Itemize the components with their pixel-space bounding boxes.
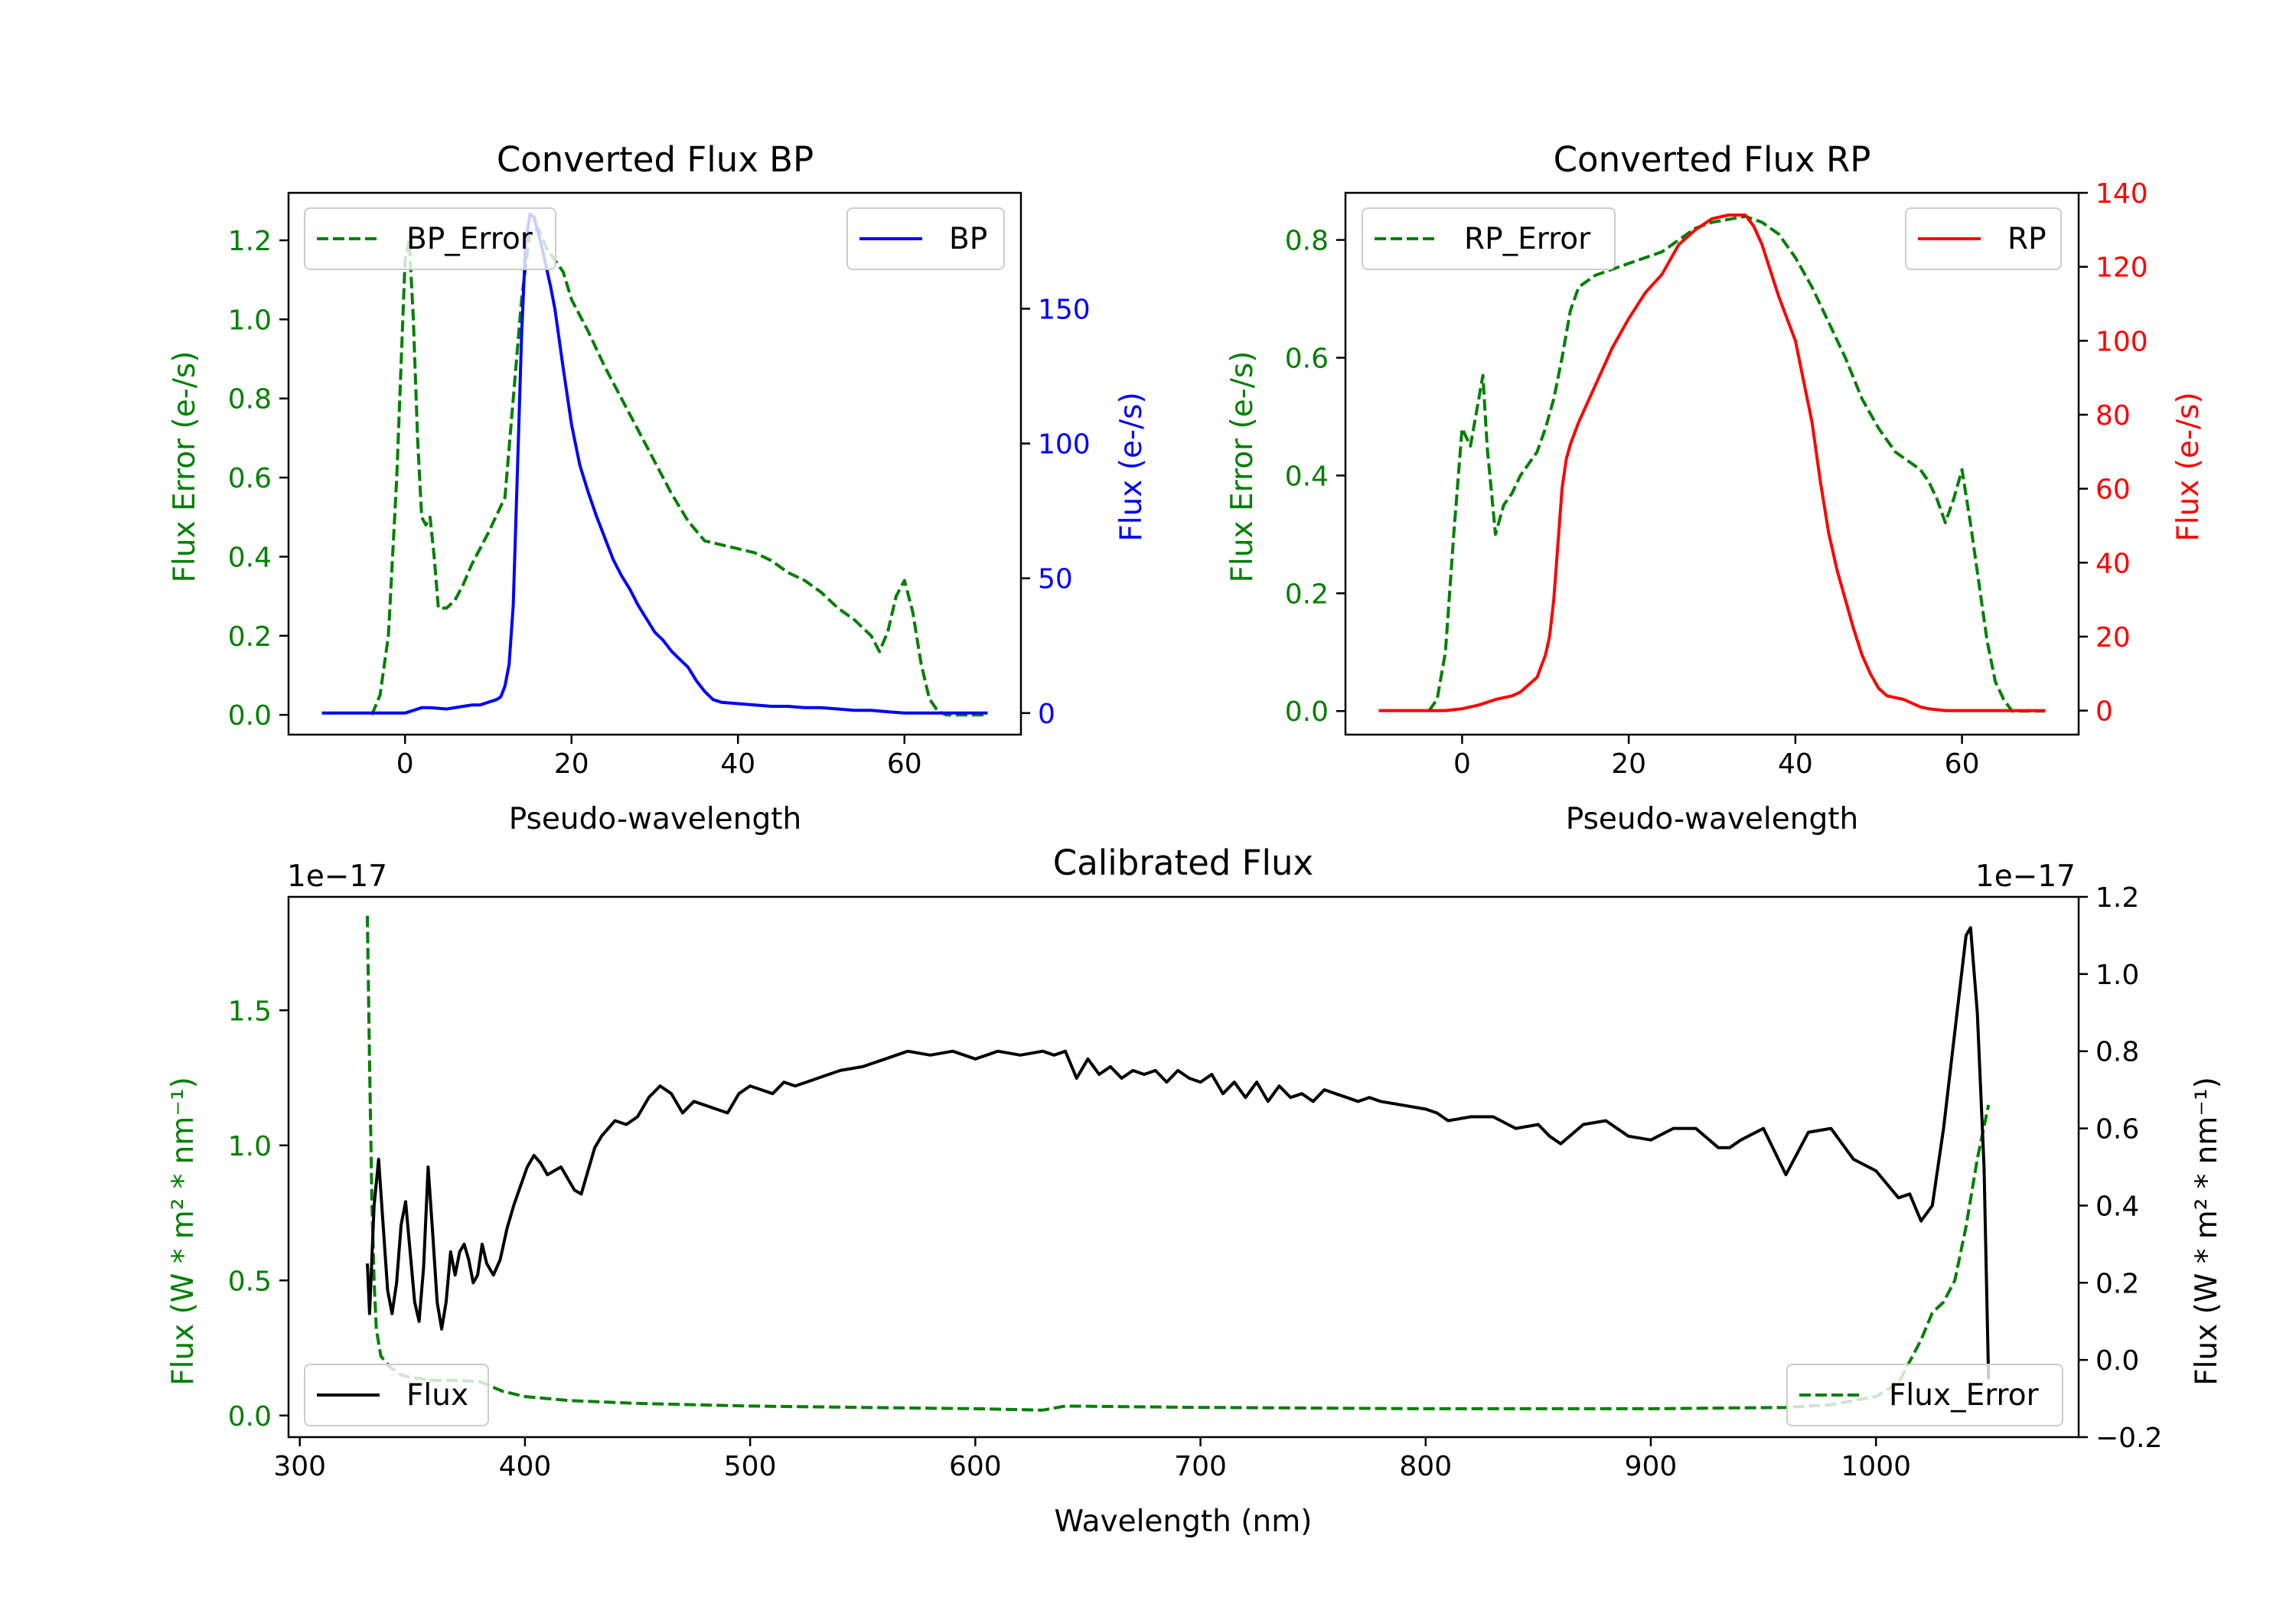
y-right-tick-label: 0.4 xyxy=(2095,1191,2139,1222)
x-tick-label: 40 xyxy=(720,748,755,780)
legend-bp-error: BP_Error xyxy=(304,207,556,270)
y-right-tick-label: 120 xyxy=(2095,253,2148,284)
chart-rp: Converted Flux RP Pseudo-wavelength Flux… xyxy=(1225,139,2206,836)
y-right-tick-label: 80 xyxy=(2095,400,2131,432)
x-tick-label: 20 xyxy=(554,748,589,780)
y-right-tick-label: 0 xyxy=(2095,696,2113,728)
series-line-bp xyxy=(321,213,988,715)
legend-box xyxy=(304,1364,489,1426)
chart-calibrated: Calibrated Flux Wavelength (nm) Flux (W … xyxy=(166,843,2224,1539)
legend-label: BP_Error xyxy=(406,222,533,256)
y-left-tick-label: 0.5 xyxy=(228,1266,272,1297)
legend-box xyxy=(304,207,556,270)
legend-box xyxy=(846,207,1005,270)
y-right-tick-label: 0.0 xyxy=(2095,1345,2139,1377)
y-left-tick-label: 1.0 xyxy=(228,305,272,336)
y-right-tick-label: 1.0 xyxy=(2095,960,2139,991)
x-tick-label: 0 xyxy=(396,748,414,780)
y-left-tick-label: 1.2 xyxy=(228,226,272,257)
chart-bp: Converted Flux BP Pseudo-wavelength Flux… xyxy=(168,139,1149,836)
x-tick-label: 500 xyxy=(724,1451,777,1482)
x-tick-label: 800 xyxy=(1399,1451,1452,1482)
chart-calibrated-title: Calibrated Flux xyxy=(1053,843,1313,883)
legend-rp-error: RP_Error xyxy=(1362,207,1616,270)
y-right-tick-label: 40 xyxy=(2095,548,2131,579)
chart-calibrated-ylabel-right: Flux (W * m² * nm⁻¹) xyxy=(2190,1077,2224,1386)
legend-rp: RP xyxy=(1905,207,2062,270)
axes-frame xyxy=(287,191,1022,736)
x-tick-label: 20 xyxy=(1611,748,1646,780)
chart-rp-title: Converted Flux RP xyxy=(1554,139,1871,180)
chart-bp-title: Converted Flux BP xyxy=(497,139,814,180)
axes-frame xyxy=(287,895,2080,1439)
x-tick-label: 300 xyxy=(273,1451,326,1482)
chart-rp-xlabel: Pseudo-wavelength xyxy=(1566,802,1858,836)
series-line-bp-error xyxy=(370,227,988,717)
y-left-tick-label: 0.2 xyxy=(228,621,272,653)
y-right-tick-label: 60 xyxy=(2095,474,2131,506)
y-left-tick-label: 0.4 xyxy=(228,542,272,573)
y-right-tick-label: 100 xyxy=(1038,429,1091,461)
y-right-tick-label: 0.2 xyxy=(2095,1268,2139,1299)
legend-box xyxy=(1362,207,1616,270)
chart-rp-ylabel-left: Flux Error (e-/s) xyxy=(1225,351,1260,583)
y-right-tick-label: 20 xyxy=(2095,622,2131,654)
x-tick-label: 40 xyxy=(1778,748,1813,780)
y-right-tick-label: 50 xyxy=(1038,564,1073,595)
legend-flux: Flux xyxy=(304,1364,489,1426)
x-tick-label: 60 xyxy=(887,748,922,780)
y-right-tick-label: 0.8 xyxy=(2095,1037,2139,1068)
x-tick-label: 400 xyxy=(499,1451,552,1482)
y-left-tick-label: 0.0 xyxy=(1285,696,1329,728)
legend-label: BP xyxy=(949,222,987,256)
x-tick-label: 0 xyxy=(1453,748,1471,780)
y-left-tick-label: 0.8 xyxy=(228,384,272,416)
chart-bp-xlabel: Pseudo-wavelength xyxy=(509,802,801,836)
chart-bp-ylabel-right: Flux (e-/s) xyxy=(1114,392,1149,541)
y-right-tick-label: −0.2 xyxy=(2095,1423,2162,1454)
chart-calibrated-xlabel: Wavelength (nm) xyxy=(1055,1504,1313,1539)
x-tick-label: 900 xyxy=(1625,1451,1678,1482)
x-tick-label: 600 xyxy=(949,1451,1002,1482)
y-left-tick-label: 0.6 xyxy=(1285,343,1329,374)
legend-label: Flux xyxy=(406,1378,468,1413)
y-right-tick-label: 150 xyxy=(1038,294,1091,325)
y-left-tick-label: 0.6 xyxy=(228,463,272,494)
legend-label: Flux_Error xyxy=(1889,1378,2040,1413)
chart-rp-ylabel-right: Flux (e-/s) xyxy=(2171,392,2206,541)
y-left-tick-label: 0.4 xyxy=(1285,461,1329,492)
series-line-flux xyxy=(366,926,1991,1380)
y-left-tick-label: 1.5 xyxy=(228,996,272,1027)
chart-bp-ylabel-left: Flux Error (e-/s) xyxy=(168,351,202,583)
y-right-tick-label: 0.6 xyxy=(2095,1114,2139,1146)
x-tick-label: 1000 xyxy=(1841,1451,1911,1482)
y-left-tick-label: 0.2 xyxy=(1285,579,1329,610)
y-right-tick-label: 1.2 xyxy=(2095,882,2139,914)
chart-calibrated-offset-left: 1e−17 xyxy=(287,859,387,894)
y-left-tick-label: 1.0 xyxy=(228,1131,272,1162)
y-left-tick-label: 0.8 xyxy=(1285,226,1329,257)
legend-bp: BP xyxy=(846,207,1005,270)
x-tick-label: 700 xyxy=(1174,1451,1227,1482)
legend-box xyxy=(1905,207,2062,270)
y-right-tick-label: 140 xyxy=(2095,178,2148,210)
series-line-rp xyxy=(1378,214,2046,712)
legend-label: RP xyxy=(2007,222,2047,256)
y-left-tick-label: 0.0 xyxy=(228,700,272,732)
y-right-tick-label: 0 xyxy=(1038,699,1055,730)
y-right-tick-label: 100 xyxy=(2095,326,2148,357)
y-left-tick-label: 0.0 xyxy=(228,1401,272,1433)
legend-label: RP_Error xyxy=(1464,222,1591,256)
chart-calibrated-ylabel-left: Flux (W * m² * nm⁻¹) xyxy=(166,1077,201,1386)
legend-flux-error: Flux_Error xyxy=(1786,1364,2063,1426)
legend-box xyxy=(1786,1364,2063,1426)
chart-calibrated-offset-right: 1e−17 xyxy=(1975,859,2076,894)
x-tick-label: 60 xyxy=(1945,748,1980,780)
axes-frame xyxy=(1344,191,2080,736)
